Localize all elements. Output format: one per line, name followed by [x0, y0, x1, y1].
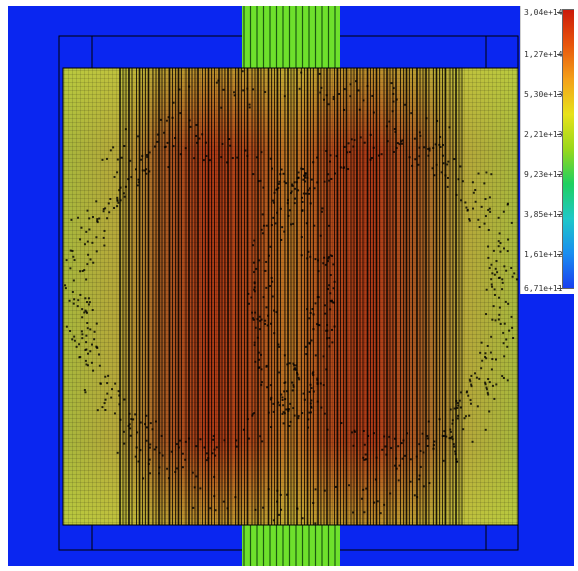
colorbar-tick-mark [557, 134, 562, 135]
colorbar-tick-label: 1,27e+14 [524, 50, 563, 59]
colorbar-tick-label: 6,71e+11 [524, 284, 563, 293]
mesh-viewport[interactable]: 3,04e+14 1,27e+14 5,30e+13 2,21e+13 9,23… [8, 6, 574, 566]
colorbar-tick-mark [557, 288, 562, 289]
rod-bundle-top [242, 6, 340, 70]
colorbar-tick-mark [557, 214, 562, 215]
colorbar-legend: 3,04e+14 1,27e+14 5,30e+13 2,21e+13 9,23… [520, 6, 574, 294]
colorbar-tick-mark [557, 54, 562, 55]
colorbar-tick-label: 3,85e+12 [524, 210, 563, 219]
colorbar-tick-mark [557, 94, 562, 95]
rod-bundle-bottom [242, 524, 340, 566]
mesh-block [62, 67, 519, 526]
colorbar-gradient [562, 9, 574, 289]
colorbar-tick-label: 3,04e+14 [524, 8, 563, 17]
colorbar-tick-label: 5,30e+13 [524, 90, 563, 99]
colorbar-tick-mark [557, 254, 562, 255]
mesh-plot [58, 6, 519, 566]
colorbar-tick-mark [557, 174, 562, 175]
colorbar-tick-label: 2,21e+13 [524, 130, 563, 139]
colorbar-tick-label: 9,23e+12 [524, 170, 563, 179]
colorbar-tick-mark [557, 12, 562, 13]
colorbar-tick-label: 1,61e+12 [524, 250, 563, 259]
